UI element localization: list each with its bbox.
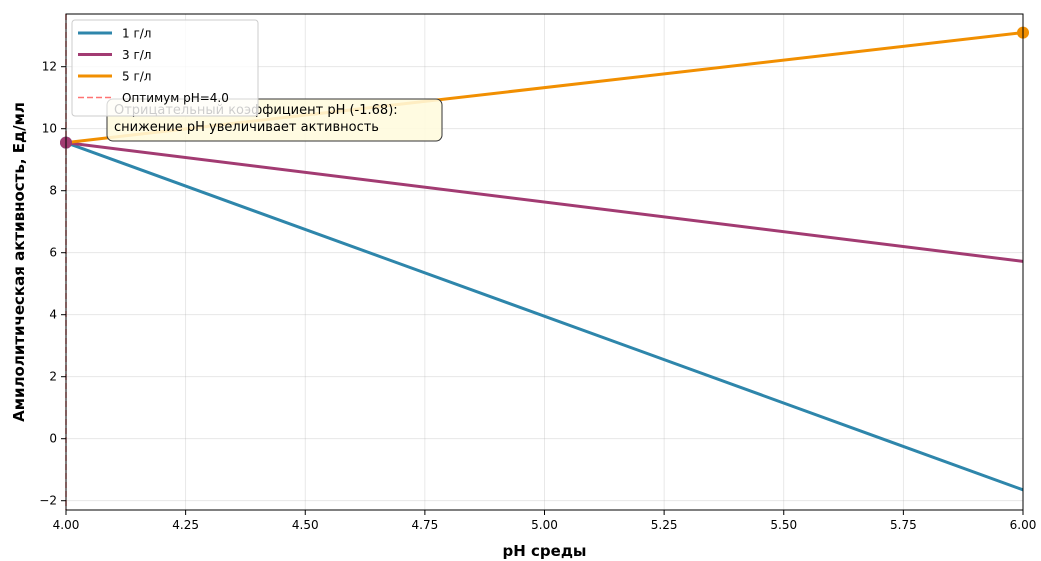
y-tick-label: 8	[49, 184, 57, 198]
x-tick-label: 5.50	[770, 518, 797, 532]
x-tick-label: 5.75	[890, 518, 917, 532]
y-tick-label: 0	[49, 432, 57, 446]
series-line-2	[66, 141, 1023, 263]
legend-label-4: Оптимум pH=4.0	[122, 91, 229, 105]
y-axis-label: Амилолитическая активность, Ед/мл	[10, 102, 28, 422]
x-tick-label: 6.00	[1010, 518, 1037, 532]
y-tick-label: 6	[49, 246, 57, 260]
x-tick-label: 4.25	[172, 518, 199, 532]
legend-label-1: 1 г/л	[122, 27, 151, 41]
x-axis-label: pH среды	[503, 542, 587, 560]
series-line-1	[66, 141, 1023, 492]
x-tick-label: 5.25	[651, 518, 678, 532]
y-tick-label: −2	[39, 494, 57, 508]
y-tick-label: 12	[42, 60, 57, 74]
y-tick-label: 4	[49, 308, 57, 322]
y-tick-label: 2	[49, 370, 57, 384]
x-tick-label: 4.50	[292, 518, 319, 532]
legend: 1 г/л 3 г/л 5 г/л Оптимум pH=4.0	[71, 19, 259, 117]
x-tick-label: 4.75	[412, 518, 439, 532]
legend-label-2: 3 г/л	[122, 48, 151, 62]
x-tick-label: 5.00	[531, 518, 558, 532]
annotation-line-2: снижение pH увеличивает активность	[114, 120, 379, 135]
legend-box	[71, 19, 259, 117]
y-tick-label: 10	[42, 122, 57, 136]
x-tick-label: 4.00	[53, 518, 80, 532]
legend-label-3: 5 г/л	[122, 70, 151, 84]
